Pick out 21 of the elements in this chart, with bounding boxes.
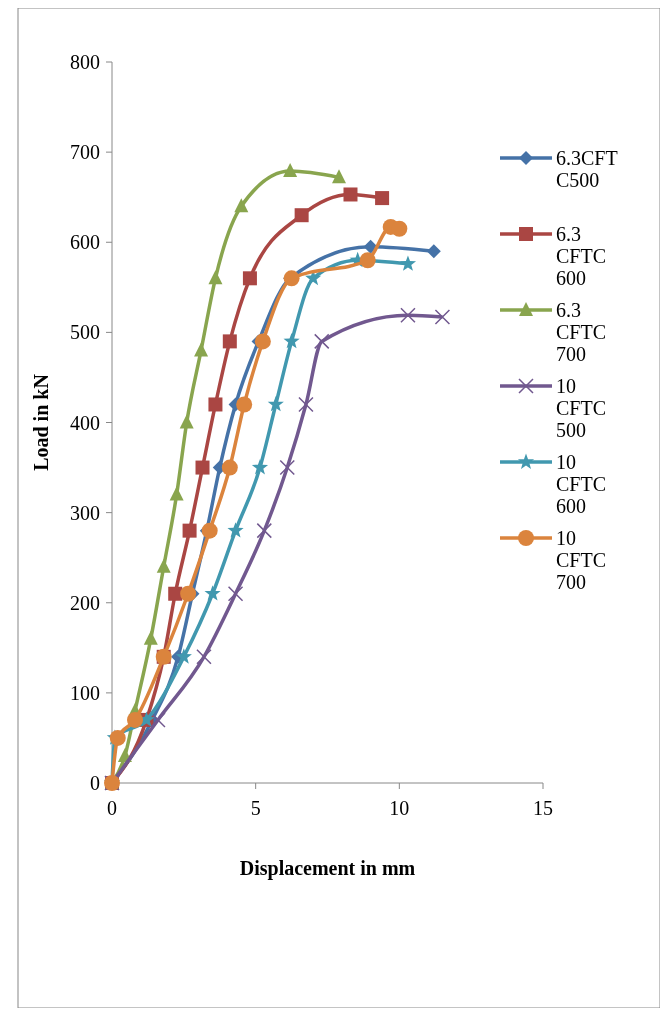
y-tick-label: 200 [70,591,100,614]
legend-label: 10 CFTC 500 [556,375,607,441]
y-tick-label: 300 [70,501,100,524]
x-tick-label: 0 [107,797,117,819]
y-tick-label: 100 [70,681,100,704]
legend-label: 6.3CFTC500 [556,147,618,191]
y-tick-label: 400 [70,411,100,434]
y-axis-title: Load in kN [30,373,52,471]
y-tick-label: 800 [70,51,100,73]
legend-label: 10 CFTC 700 [556,527,607,593]
x-axis-title: Displacement in mm [239,857,416,880]
x-tick-label: 5 [250,797,261,819]
legend-label: 10 CFTC 600 [556,451,607,517]
legend-label: 6.3 CFTC 600 [556,223,607,289]
legend-label: 6.3 CFTC 700 [556,299,607,365]
y-tick-label: 600 [70,231,100,254]
y-tick-label: 500 [70,321,100,344]
x-tick-label: 15 [533,797,553,819]
x-tick-label: 10 [389,797,410,819]
y-tick-label: 0 [90,772,100,794]
y-tick-label: 700 [70,141,100,164]
